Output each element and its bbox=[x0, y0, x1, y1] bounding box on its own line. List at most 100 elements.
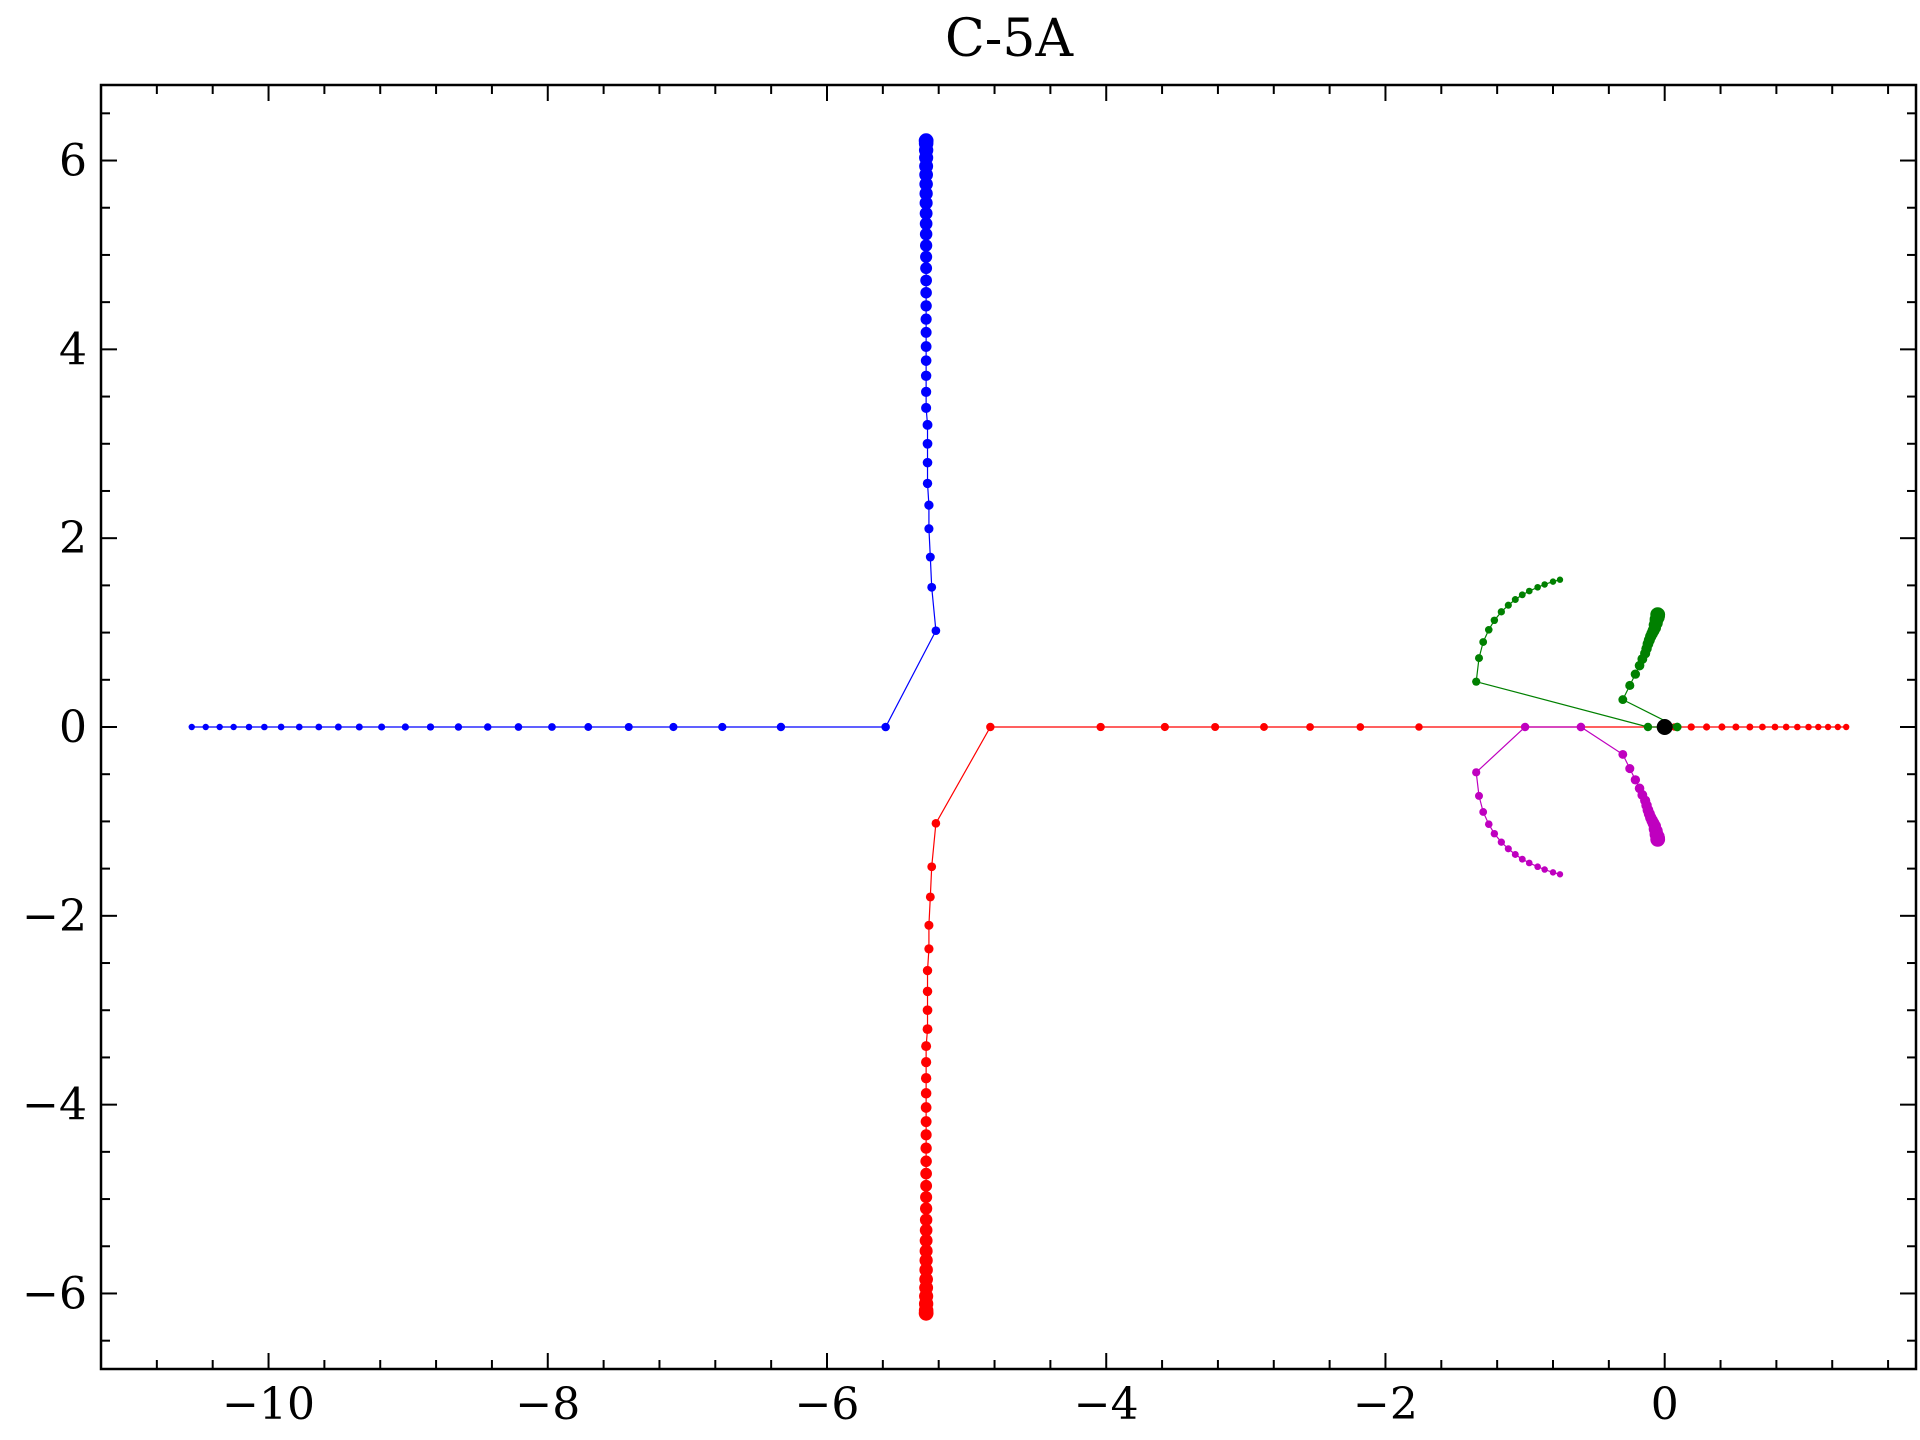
data-point bbox=[1625, 680, 1635, 691]
data-point bbox=[1356, 723, 1365, 731]
data-point bbox=[921, 1057, 932, 1068]
data-point bbox=[1415, 723, 1423, 731]
axis-ticks: −10 −8 −6 −4 −2 0 −6 −4 −2 0 2 4 6 bbox=[22, 85, 1916, 1430]
data-point bbox=[454, 723, 463, 731]
data-point bbox=[1834, 723, 1842, 731]
data-point bbox=[921, 402, 932, 413]
data-point bbox=[920, 341, 932, 352]
data-point bbox=[924, 944, 934, 954]
data-point bbox=[925, 892, 935, 902]
series-1 bbox=[918, 722, 1850, 1321]
data-point bbox=[216, 723, 223, 731]
data-point bbox=[1549, 869, 1557, 876]
y-tick-label: 0 bbox=[59, 702, 87, 753]
y-tick-label: 4 bbox=[59, 324, 87, 375]
data-point bbox=[920, 262, 933, 275]
series-3 bbox=[1472, 722, 1666, 878]
data-point bbox=[1511, 850, 1519, 858]
series-0 bbox=[188, 133, 941, 732]
data-point bbox=[919, 196, 933, 210]
chart-title: C-5A bbox=[945, 9, 1074, 69]
data-point bbox=[718, 722, 727, 732]
x-tick-label: −8 bbox=[515, 1379, 580, 1430]
data-point bbox=[1534, 863, 1541, 871]
data-point bbox=[919, 206, 933, 220]
data-point bbox=[924, 524, 934, 534]
data-point bbox=[920, 1142, 932, 1154]
x-tick-label: −6 bbox=[795, 1379, 860, 1430]
data-point bbox=[1556, 576, 1564, 583]
data-point bbox=[919, 1223, 933, 1237]
data-point bbox=[1576, 722, 1586, 732]
data-point bbox=[355, 723, 363, 731]
y-tick-label: −2 bbox=[22, 891, 87, 942]
data-point bbox=[315, 723, 323, 731]
data-point bbox=[922, 1005, 933, 1016]
data-point bbox=[1472, 677, 1481, 686]
data-point bbox=[1618, 695, 1628, 705]
data-point bbox=[1541, 581, 1548, 588]
data-point bbox=[1497, 608, 1505, 616]
data-point bbox=[1504, 845, 1512, 853]
data-point bbox=[277, 723, 285, 731]
data-point bbox=[922, 457, 933, 468]
data-point bbox=[931, 626, 941, 636]
data-point bbox=[1630, 775, 1641, 785]
series-3-line bbox=[1475, 726, 1659, 875]
data-point bbox=[1746, 723, 1754, 731]
data-point bbox=[1541, 866, 1548, 873]
data-point bbox=[1625, 763, 1635, 774]
data-point bbox=[927, 862, 937, 872]
data-point bbox=[514, 723, 523, 731]
data-point bbox=[931, 818, 941, 828]
data-point bbox=[1643, 722, 1653, 732]
data-point bbox=[334, 723, 342, 731]
x-tick-label: 0 bbox=[1651, 1379, 1679, 1430]
data-point bbox=[1758, 723, 1766, 731]
data-point bbox=[919, 1263, 933, 1277]
data-point bbox=[1518, 591, 1526, 599]
data-point bbox=[378, 723, 386, 731]
data-point bbox=[1771, 723, 1779, 731]
data-point bbox=[1656, 719, 1673, 735]
data-point bbox=[986, 722, 995, 732]
y-tick-label: −6 bbox=[22, 1268, 87, 1319]
data-point bbox=[1211, 722, 1220, 732]
data-point bbox=[1525, 587, 1533, 595]
data-point bbox=[918, 1305, 934, 1321]
data-point bbox=[881, 722, 890, 732]
series-1-line bbox=[925, 726, 1847, 1314]
series-2 bbox=[1472, 576, 1682, 732]
data-point bbox=[919, 239, 933, 252]
data-point bbox=[920, 300, 932, 312]
data-point bbox=[919, 1244, 933, 1258]
data-point bbox=[919, 177, 933, 191]
data-point bbox=[1474, 791, 1484, 800]
data-point bbox=[920, 1102, 932, 1113]
data-point bbox=[1794, 723, 1801, 731]
data-point bbox=[1472, 768, 1481, 777]
data-point bbox=[921, 1041, 932, 1052]
data-point bbox=[1630, 669, 1641, 679]
data-point bbox=[920, 1167, 932, 1180]
data-point bbox=[919, 217, 933, 231]
data-point bbox=[1549, 578, 1557, 585]
data-point bbox=[920, 1179, 933, 1192]
data-point bbox=[776, 722, 786, 732]
data-point bbox=[1525, 859, 1533, 867]
data-point bbox=[918, 133, 934, 149]
data-point bbox=[919, 1253, 933, 1268]
data-point bbox=[920, 1116, 932, 1128]
data-point bbox=[1534, 583, 1541, 591]
data-point bbox=[920, 355, 932, 366]
data-point bbox=[924, 920, 934, 930]
y-tick-label: 6 bbox=[59, 136, 87, 187]
data-point bbox=[1718, 723, 1726, 731]
data-point bbox=[920, 286, 932, 299]
data-point bbox=[922, 478, 933, 489]
data-point bbox=[1842, 723, 1850, 731]
data-point bbox=[1484, 820, 1493, 829]
data-point bbox=[922, 1024, 933, 1035]
data-point bbox=[922, 438, 933, 449]
data-point bbox=[922, 965, 933, 976]
